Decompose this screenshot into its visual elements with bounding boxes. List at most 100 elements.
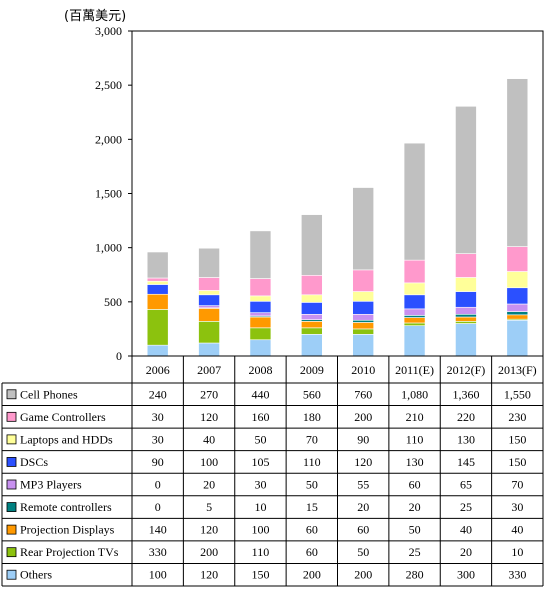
category-label: 2011(E)	[395, 363, 434, 377]
data-label: 110	[303, 455, 321, 469]
bar-segment-projection-displays	[146, 293, 169, 310]
bar-segment-projection-displays	[301, 321, 323, 329]
data-label: 0	[155, 478, 161, 492]
data-label: 30	[511, 500, 523, 514]
data-label: 440	[251, 387, 269, 401]
data-label: 760	[354, 387, 372, 401]
legend-label: DSCs	[20, 455, 48, 469]
bar-segment-projection-displays	[403, 317, 426, 324]
category-label: 2008	[248, 363, 272, 377]
bar-segment-dscs	[249, 300, 272, 313]
bar-segment-game-controllers	[198, 277, 220, 291]
bar-segment-others	[455, 323, 477, 357]
bar-segment-projection-displays	[198, 308, 220, 322]
bar-segment-others	[249, 339, 272, 357]
legend-swatch	[6, 411, 17, 422]
legend-label: Projection Displays	[20, 523, 115, 537]
data-label: 100	[149, 568, 167, 582]
data-label: 140	[149, 523, 167, 537]
legend-swatch	[6, 457, 17, 467]
bar-segment-mp3-players	[455, 306, 477, 315]
bar-segment-game-controllers	[506, 246, 529, 272]
y-tick-label: 1,000	[95, 241, 122, 255]
bar-segment-laptops-and-hdds	[455, 277, 477, 292]
data-label: 50	[409, 523, 421, 537]
bar-segment-dscs	[455, 291, 477, 308]
data-label: 130	[406, 455, 424, 469]
data-label: 50	[254, 432, 266, 446]
data-label: 30	[152, 432, 164, 446]
bar-segment-cell-phones	[146, 251, 169, 279]
legend-label: Remote controllers	[20, 500, 112, 514]
data-label: 0	[155, 500, 161, 514]
data-label: 180	[303, 410, 321, 424]
bar-segment-remote-controllers	[352, 319, 374, 323]
bar-segment-game-controllers	[403, 259, 426, 284]
bar-segment-others	[198, 342, 220, 357]
legend-swatch	[6, 569, 17, 580]
data-label: 120	[200, 410, 218, 424]
data-label: 30	[152, 410, 164, 424]
data-label: 50	[357, 545, 369, 559]
data-label: 200	[200, 545, 218, 559]
data-label: 100	[200, 455, 218, 469]
bar-segment-dscs	[301, 302, 323, 315]
bar-segment-others	[403, 325, 426, 357]
bar-segment-laptops-and-hdds	[506, 271, 529, 289]
data-label: 330	[508, 568, 526, 582]
bar-segment-laptops-and-hdds	[403, 282, 426, 296]
data-label: 40	[203, 432, 215, 446]
bar-segment-rear-projection-tvs	[455, 321, 477, 324]
category-label: 2007	[197, 363, 221, 377]
bar-segment-projection-displays	[455, 316, 477, 322]
data-label: 60	[409, 478, 421, 492]
data-label: 60	[306, 545, 318, 559]
data-label: 10	[254, 500, 266, 514]
data-label: 270	[200, 387, 218, 401]
data-label: 300	[457, 568, 475, 582]
data-label: 160	[251, 410, 269, 424]
data-label: 120	[200, 568, 218, 582]
data-label: 5	[206, 500, 212, 514]
data-label: 65	[460, 478, 472, 492]
data-label: 150	[251, 568, 269, 582]
data-label: 60	[306, 523, 318, 537]
category-label: 2009	[300, 363, 324, 377]
data-label: 330	[149, 545, 167, 559]
data-label: 55	[357, 478, 369, 492]
bar-segment-projection-displays	[352, 322, 374, 330]
plot-area	[131, 30, 544, 357]
legend-swatch	[6, 479, 17, 490]
data-label: 70	[511, 478, 523, 492]
data-label: 50	[306, 478, 318, 492]
bar-segment-dscs	[146, 284, 169, 295]
data-label: 150	[508, 455, 526, 469]
data-label: 10	[511, 545, 523, 559]
bar-segment-dscs	[198, 294, 220, 306]
bar-segment-mp3-players	[249, 312, 272, 317]
bar-segment-mp3-players	[506, 303, 529, 312]
bar-segment-game-controllers	[249, 278, 272, 297]
bar-segment-dscs	[506, 287, 529, 305]
bar-segment-cell-phones	[403, 142, 426, 261]
bar-segment-cell-phones	[506, 78, 529, 247]
data-label: 40	[511, 523, 523, 537]
data-label: 15	[306, 500, 318, 514]
data-label: 20	[357, 500, 369, 514]
bar-segment-rear-projection-tvs	[146, 309, 169, 346]
bar-segment-laptops-and-hdds	[352, 291, 374, 302]
category-label: 2012(F)	[447, 363, 486, 377]
category-label: 2013(F)	[498, 363, 537, 377]
y-tick-label: 2,500	[95, 78, 122, 92]
data-label: 200	[354, 568, 372, 582]
y-tick-label: 3,000	[95, 24, 122, 38]
data-label: 30	[254, 478, 266, 492]
legend-label: Cell Phones	[20, 387, 78, 401]
data-label: 20	[409, 500, 421, 514]
bar-segment-rear-projection-tvs	[352, 328, 374, 335]
data-label: 210	[406, 410, 424, 424]
legend-swatch	[6, 502, 17, 512]
legend-label: MP3 Players	[20, 478, 82, 492]
data-label: 230	[508, 410, 526, 424]
